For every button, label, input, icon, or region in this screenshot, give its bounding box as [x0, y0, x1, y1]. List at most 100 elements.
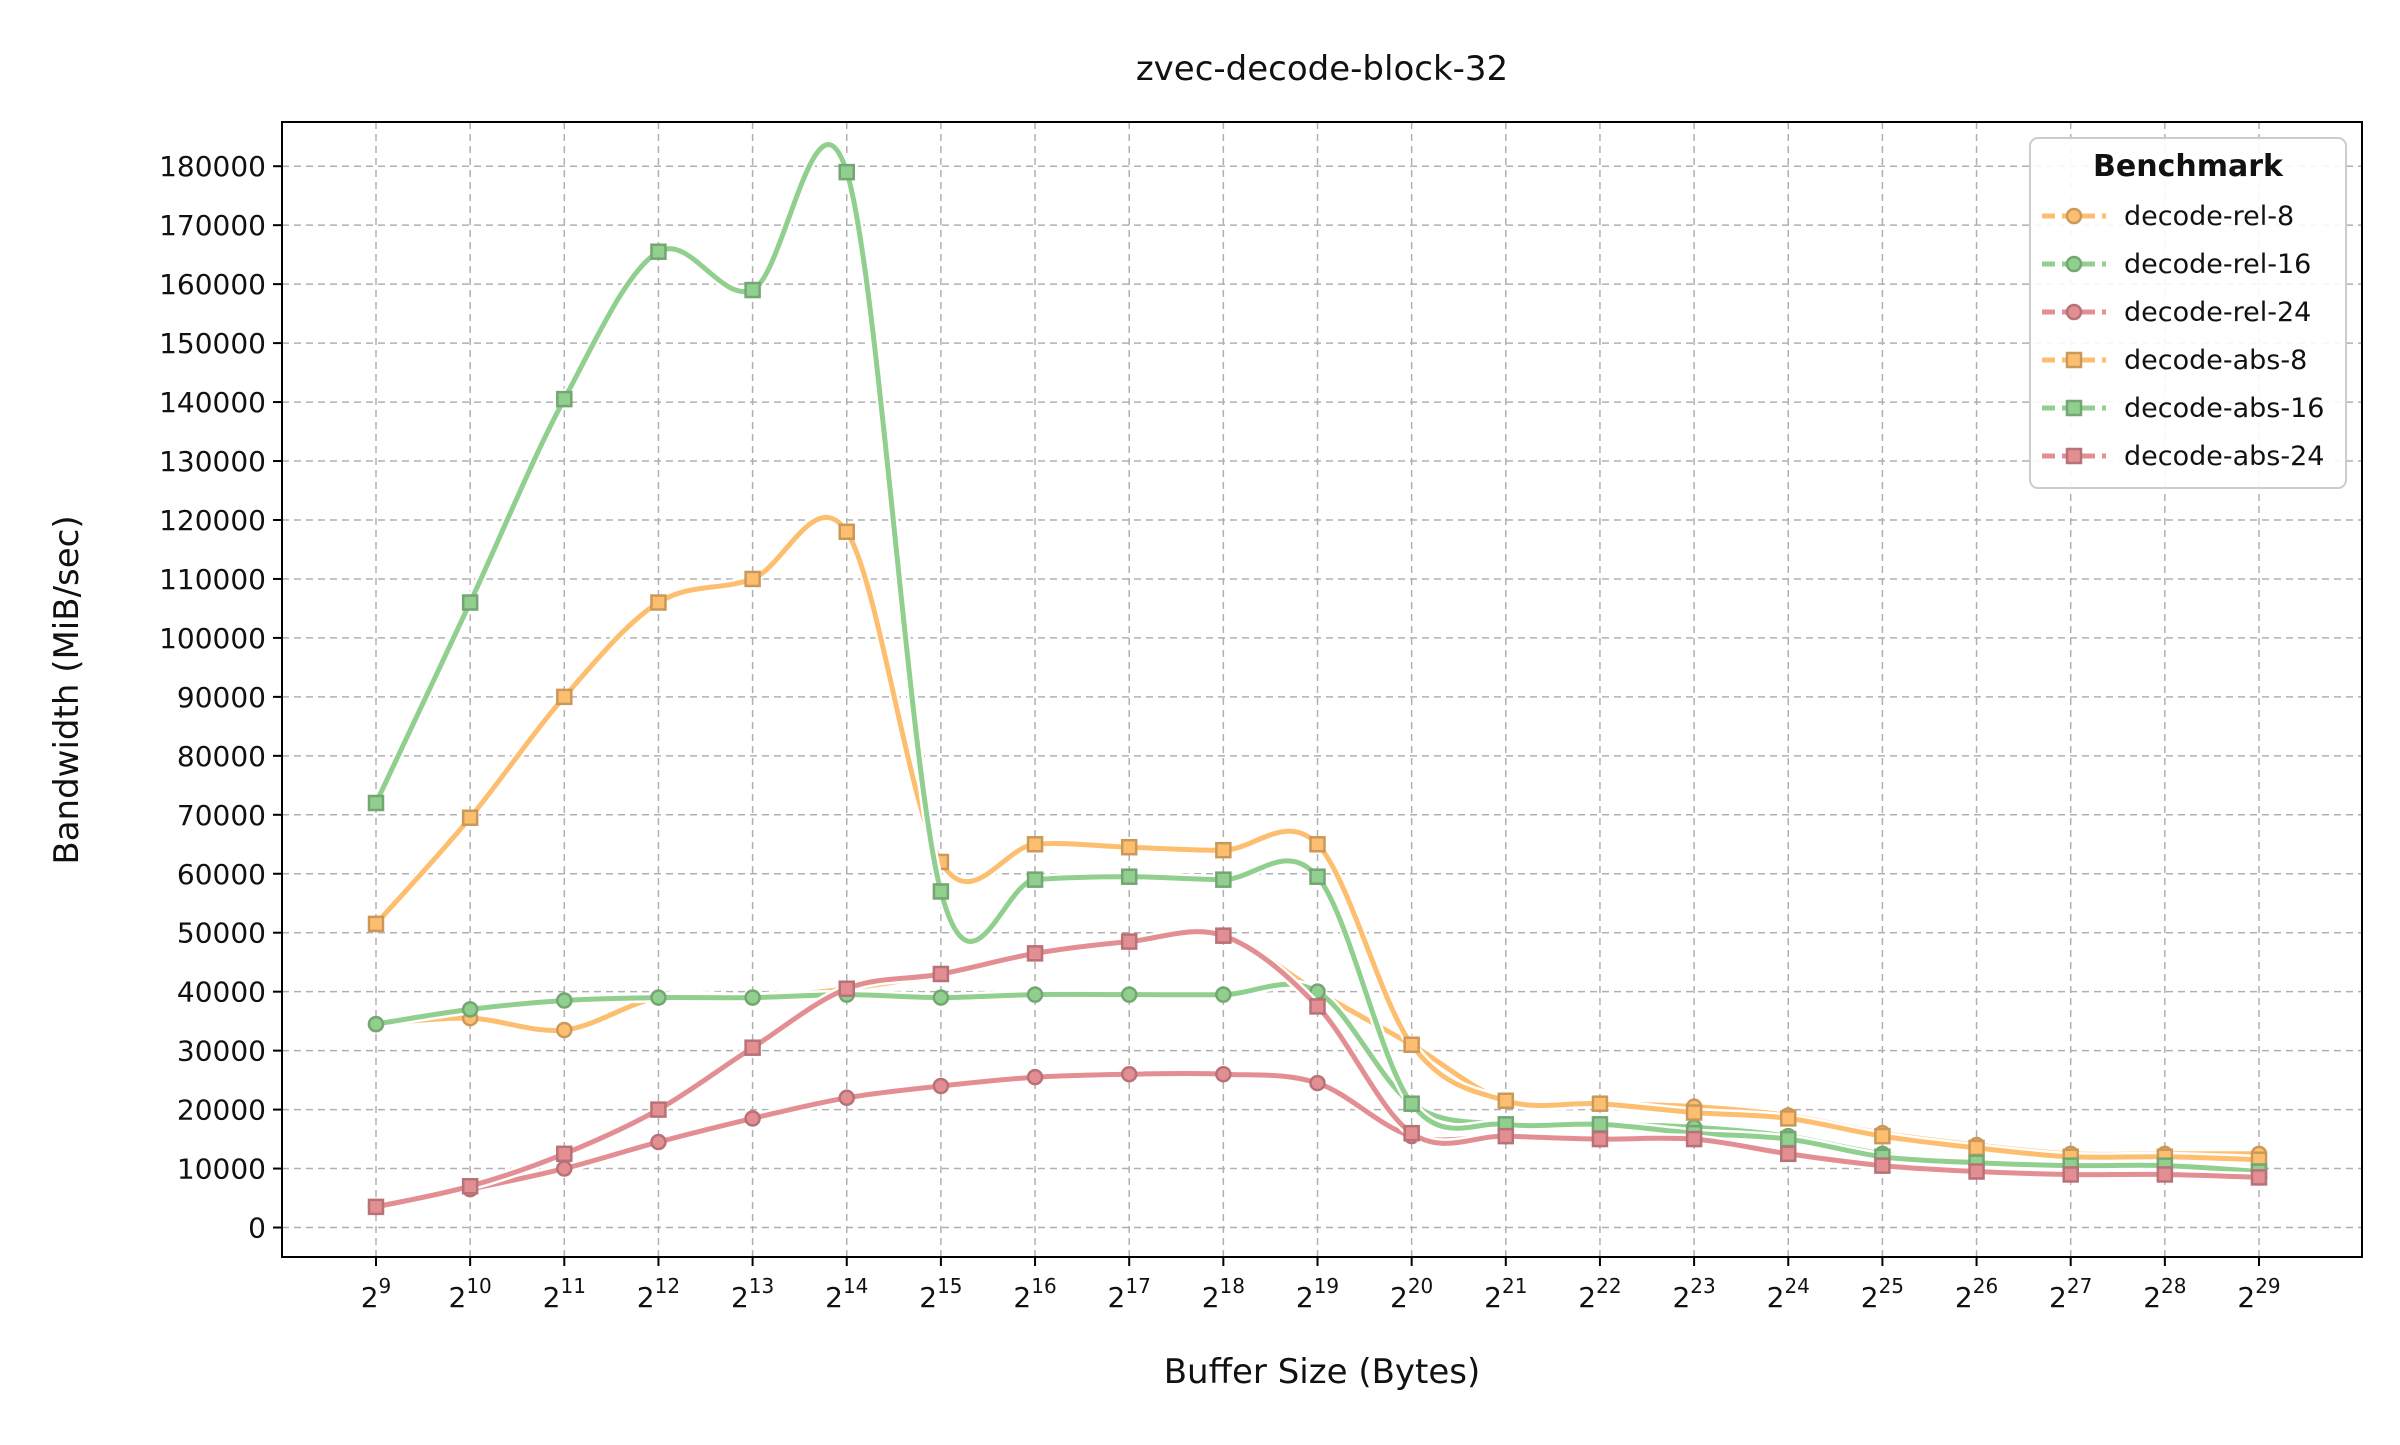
- x-tick-label: 214: [825, 1274, 868, 1314]
- series-line: [373, 514, 2262, 1163]
- series-decode-abs-24: [367, 926, 2268, 1216]
- y-tick-label: 70000: [177, 799, 266, 832]
- data-point: [1309, 836, 1326, 853]
- x-tick-label: 215: [919, 1274, 962, 1314]
- data-point: [932, 883, 950, 900]
- data-point: [1780, 1145, 1797, 1163]
- legend-item: decode-abs-8: [2042, 345, 2307, 376]
- data-point: [461, 594, 479, 611]
- data-point: [650, 1133, 667, 1151]
- legend-box: [2029, 137, 2347, 489]
- data-point: [1026, 945, 1044, 962]
- x-tick-label: 228: [2143, 1274, 2186, 1314]
- x-tick-label: 225: [1861, 1274, 1904, 1314]
- legend-swatch-marker: [2065, 399, 2083, 417]
- x-tick-label: 218: [1202, 1274, 1245, 1314]
- data-point: [1780, 1130, 1797, 1148]
- series-decode-abs-8: [367, 512, 2268, 1168]
- legend-item: decode-rel-8: [2042, 201, 2294, 232]
- data-point: [461, 1001, 479, 1018]
- y-tick-label: 0: [248, 1212, 266, 1245]
- data-point: [461, 809, 479, 826]
- y-tick-label: 80000: [177, 740, 266, 773]
- data-point: [1591, 1130, 1609, 1148]
- data-point: [1215, 1065, 1232, 1083]
- data-point: [1026, 986, 1044, 1003]
- x-tick-label: 223: [1672, 1274, 1715, 1314]
- legend-label: decode-abs-8: [2124, 345, 2307, 376]
- data-point: [1215, 841, 1232, 859]
- data-point: [650, 594, 667, 611]
- y-tick-label: 60000: [177, 858, 266, 891]
- chart-title: zvec-decode-block-32: [1136, 49, 1508, 89]
- data-point: [1780, 1110, 1797, 1127]
- y-tick-label: 20000: [177, 1094, 266, 1127]
- data-point: [556, 1160, 573, 1177]
- data-point: [932, 1077, 950, 1095]
- data-point: [1120, 986, 1138, 1003]
- data-point: [367, 1198, 385, 1216]
- legend-swatch-marker: [2065, 255, 2083, 273]
- legend-label: decode-rel-8: [2124, 201, 2294, 232]
- data-point: [1026, 836, 1044, 853]
- data-point: [2250, 1169, 2268, 1186]
- data-point: [2156, 1166, 2174, 1183]
- data-point: [1026, 871, 1044, 888]
- data-point: [461, 1177, 479, 1195]
- data-point: [1215, 927, 1232, 944]
- data-point: [838, 523, 855, 541]
- legend-swatch-marker: [2065, 447, 2083, 465]
- data-point: [650, 989, 667, 1006]
- data-point: [367, 794, 385, 812]
- y-tick-label: 140000: [159, 386, 266, 419]
- legend-item: decode-abs-24: [2042, 441, 2324, 472]
- legend-swatch-marker: [2065, 351, 2083, 369]
- x-tick-label: 210: [449, 1274, 492, 1314]
- x-tick-label: 217: [1108, 1274, 1151, 1314]
- data-point: [1215, 871, 1232, 888]
- data-point: [1968, 1163, 1985, 1180]
- x-tick-label: 212: [637, 1274, 680, 1314]
- y-tick-label: 160000: [159, 268, 266, 301]
- y-tick-label: 30000: [177, 1035, 266, 1068]
- data-point: [1309, 868, 1326, 885]
- data-point: [932, 989, 950, 1006]
- x-tick-label: 229: [2237, 1274, 2280, 1314]
- x-tick-label: 221: [1484, 1274, 1527, 1314]
- x-tick-label: 213: [731, 1274, 774, 1314]
- data-point: [556, 688, 573, 706]
- x-tick-label: 224: [1767, 1274, 1810, 1314]
- data-point: [1874, 1127, 1891, 1145]
- data-point: [1309, 1074, 1326, 1092]
- data-point: [650, 243, 667, 260]
- y-tick-label: 10000: [177, 1153, 266, 1186]
- data-point: [650, 1101, 667, 1118]
- data-point: [1309, 998, 1326, 1015]
- legend-item: decode-abs-16: [2042, 393, 2324, 424]
- data-point: [1874, 1157, 1891, 1174]
- legend-title: Benchmark: [2093, 149, 2284, 184]
- legend-swatch-marker: [2065, 303, 2083, 321]
- y-tick-label: 150000: [159, 327, 266, 360]
- y-tick-label: 90000: [177, 681, 266, 714]
- data-point: [1497, 1127, 1515, 1145]
- x-tick-label: 219: [1296, 1274, 1339, 1314]
- legend-item: decode-rel-24: [2042, 297, 2311, 328]
- data-point: [744, 570, 761, 588]
- data-point: [744, 1110, 761, 1127]
- data-point: [1120, 1065, 1138, 1083]
- data-point: [1120, 933, 1138, 950]
- x-tick-label: 222: [1578, 1274, 1621, 1314]
- data-point: [1685, 1130, 1703, 1148]
- data-point: [556, 390, 573, 408]
- y-tick-label: 130000: [159, 445, 266, 478]
- data-point: [932, 965, 950, 983]
- y-tick-label: 40000: [177, 976, 266, 1009]
- legend-label: decode-rel-24: [2124, 297, 2311, 328]
- data-point: [1685, 1104, 1703, 1121]
- data-point: [1026, 1068, 1044, 1086]
- data-point: [1497, 1092, 1515, 1110]
- x-tick-label: 226: [1955, 1274, 1998, 1314]
